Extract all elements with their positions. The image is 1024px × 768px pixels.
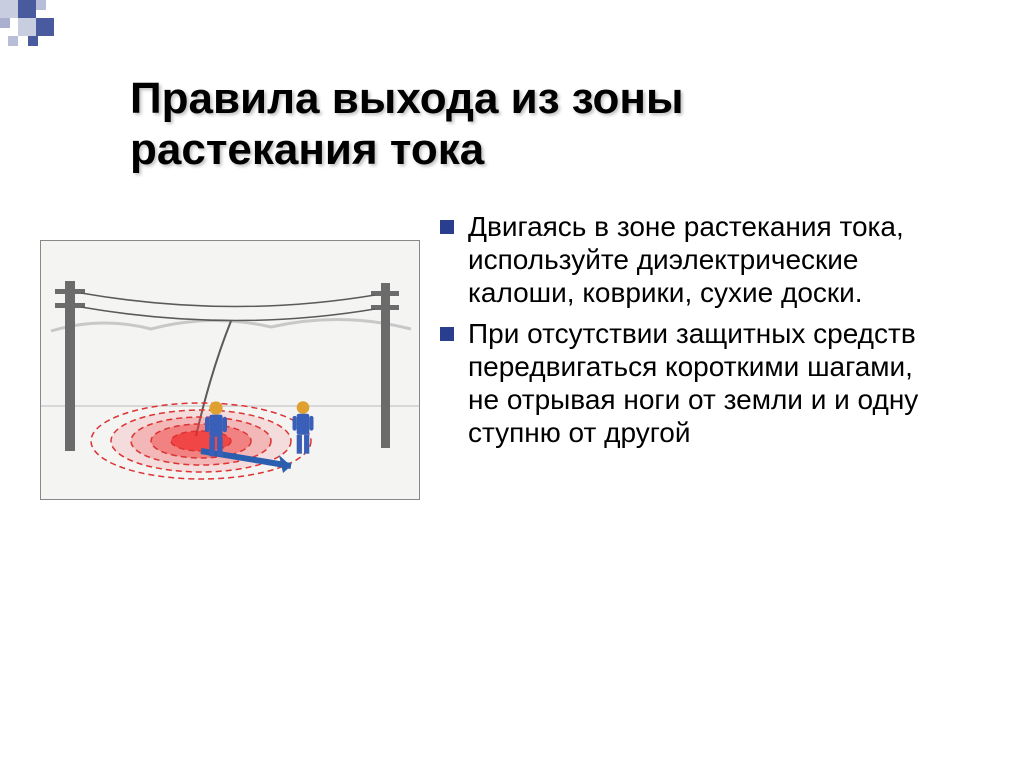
bullet-text: Двигаясь в зоне растекания тока, использ… [468,210,920,309]
deco-square [18,18,36,36]
deco-square [36,0,46,10]
deco-square [0,0,18,18]
bullet-item: При отсутствии защитных средств передвиг… [440,317,920,449]
corner-decoration [0,0,80,60]
deco-square [0,18,10,28]
bullet-list: Двигаясь в зоне растекания тока, использ… [440,210,980,500]
illustration-wrap [0,210,440,500]
content-area: Двигаясь в зоне растекания тока, использ… [0,210,1024,500]
deco-square [18,0,36,18]
bullet-marker-icon [440,220,454,234]
step-voltage-illustration [40,240,420,500]
bullet-item: Двигаясь в зоне растекания тока, использ… [440,210,920,309]
deco-square [36,18,54,36]
deco-square [28,36,38,46]
bullet-text: При отсутствии защитных средств передвиг… [468,317,920,449]
slide-title: Правила выхода из зоны растекания тока [130,74,890,175]
bullet-marker-icon [440,327,454,341]
deco-square [8,36,18,46]
